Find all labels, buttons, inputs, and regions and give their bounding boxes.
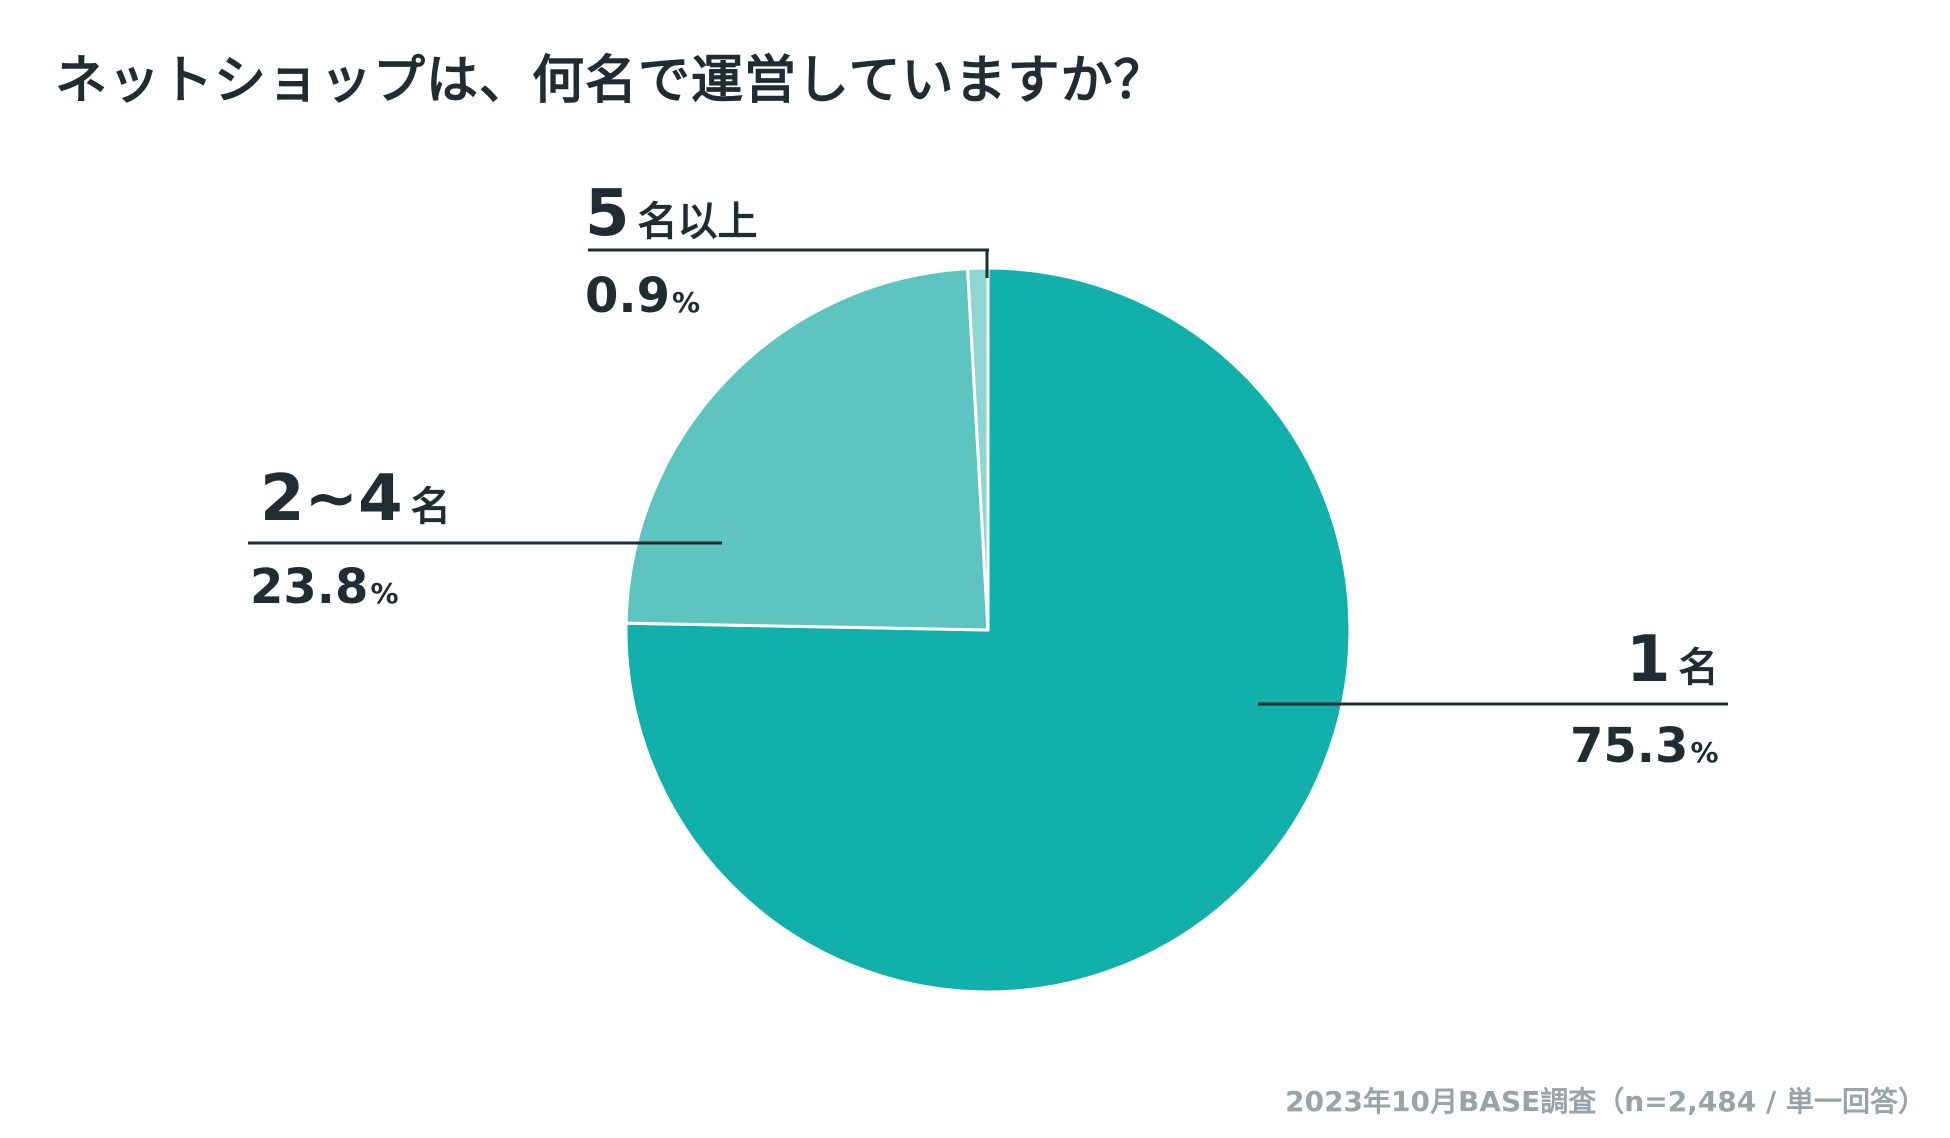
label-one-pct-unit: % — [1690, 736, 1719, 769]
label-two-four-num: 2~4 — [260, 462, 403, 536]
label-two-four-pct: 23.8 — [250, 559, 369, 615]
label-two-four-category: 2~4 名 — [260, 467, 451, 531]
label-five-plus-category: 5 名以上 — [585, 182, 758, 246]
label-two-four-unit: 名 — [410, 484, 451, 530]
pie-slices — [624, 266, 1352, 994]
label-five-plus-num: 5 — [585, 177, 630, 251]
pie-slice-two-four — [624, 267, 990, 632]
label-one-unit: 名 — [1678, 645, 1719, 691]
label-one-num: 1 — [1626, 623, 1671, 697]
label-five-plus-pct-unit: % — [672, 286, 701, 319]
label-five-plus-pct: 0.9 — [585, 268, 671, 324]
source-note: 2023年10月BASE調査（n=2,484 / 単一回答） — [1285, 1085, 1926, 1118]
label-one-pct: 75.3 — [1570, 718, 1689, 774]
label-two-four-pct-unit: % — [370, 577, 399, 610]
label-five-plus-unit: 名以上 — [637, 199, 758, 245]
label-two-four-percent: 23.8% — [250, 563, 399, 611]
chart-title: ネットショップは、何名で運営していますか？ — [55, 51, 1167, 111]
label-five-plus-percent: 0.9% — [585, 272, 700, 320]
label-one-percent: 75.3% — [1570, 722, 1719, 770]
